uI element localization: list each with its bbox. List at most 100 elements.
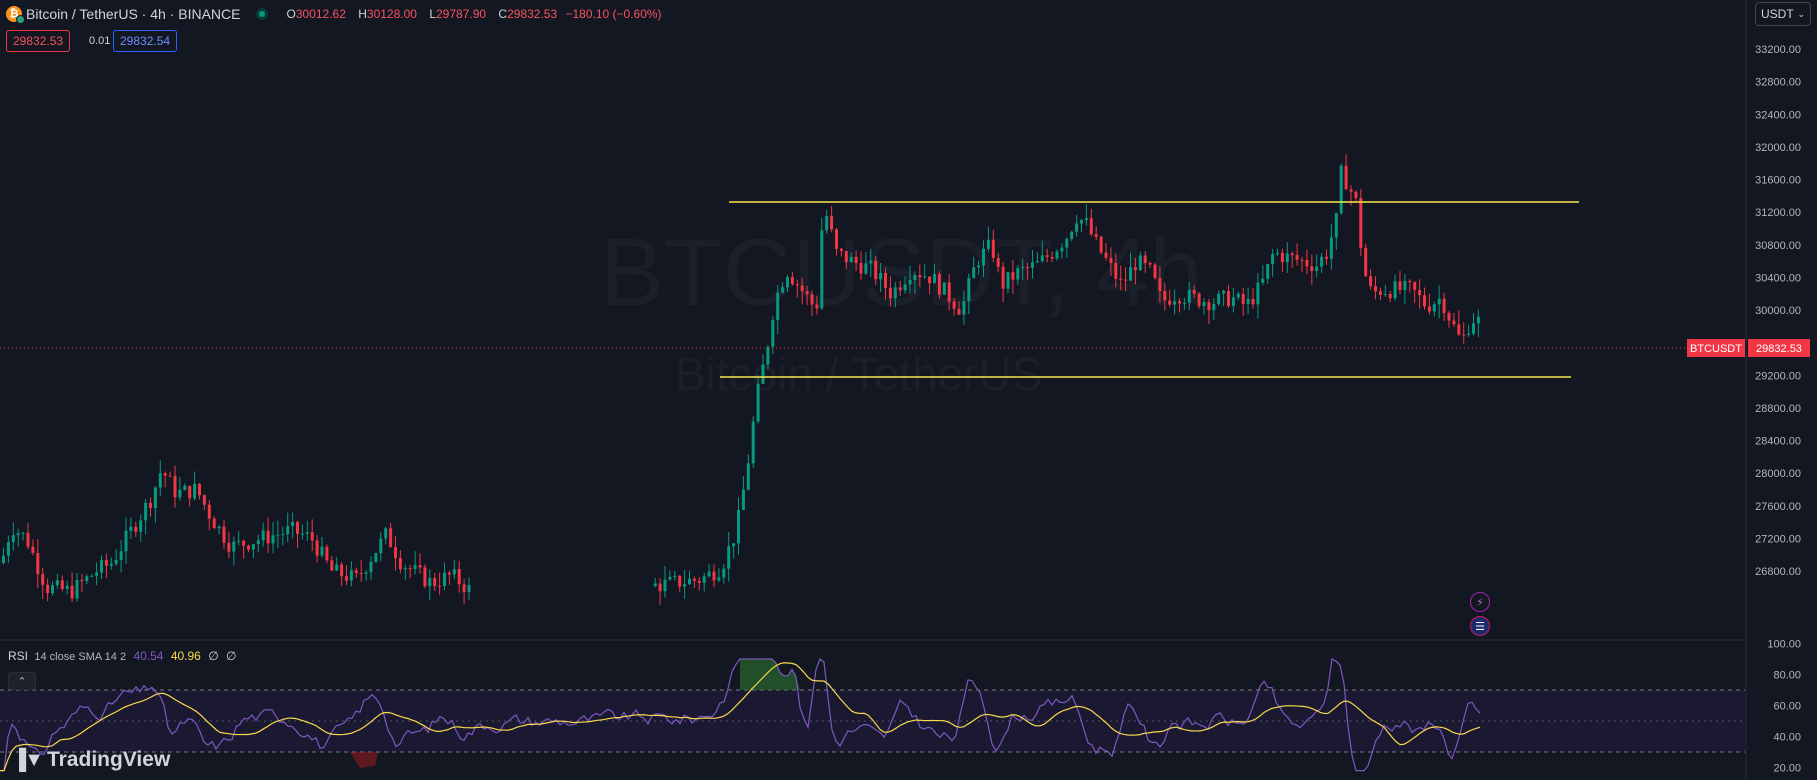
candle-body bbox=[737, 509, 740, 544]
rsi-overbought-fill bbox=[740, 659, 800, 690]
candle-body bbox=[1354, 191, 1358, 198]
price-tick: 28400.00 bbox=[1755, 436, 1801, 448]
candle-body bbox=[947, 282, 951, 302]
candle-body bbox=[340, 564, 344, 577]
candle-body bbox=[183, 485, 187, 490]
candle-body bbox=[212, 518, 216, 529]
price-tick: 27200.00 bbox=[1755, 533, 1801, 545]
price-tick: 32000.00 bbox=[1755, 142, 1801, 154]
candle-body bbox=[913, 275, 917, 280]
candle-body bbox=[227, 542, 231, 552]
candle-body bbox=[163, 473, 167, 476]
candle-body bbox=[1168, 300, 1172, 305]
candle-body bbox=[820, 230, 824, 309]
candle-body bbox=[1173, 301, 1177, 305]
price-axis[interactable]: 33200.00 32800.00 32400.00 32000.00 31600.00… bbox=[1755, 44, 1801, 578]
candle-body bbox=[923, 276, 927, 278]
symbol-title[interactable]: Bitcoin / TetherUS · 4h · BINANCE bbox=[26, 6, 241, 22]
candle-body bbox=[11, 535, 15, 543]
rsi-label: RSI bbox=[8, 649, 29, 663]
price-tick: 31600.00 bbox=[1755, 175, 1801, 187]
price-tick: 32400.00 bbox=[1755, 109, 1801, 121]
currency-label: USDT bbox=[1761, 7, 1794, 21]
candle-body bbox=[1045, 255, 1049, 257]
candle-body bbox=[1413, 282, 1417, 290]
price-tick: 30400.00 bbox=[1755, 272, 1801, 284]
candle-body bbox=[31, 546, 35, 553]
close-value: 29832.53 bbox=[507, 7, 558, 21]
candle-body bbox=[982, 248, 985, 266]
candle-body bbox=[1261, 278, 1265, 283]
rsi-axis[interactable]: 100.00 80.00 60.00 40.00 20.00 bbox=[1767, 639, 1801, 775]
lightning-event-icon[interactable]: ⚡ bbox=[1470, 592, 1490, 612]
candle-body bbox=[1305, 260, 1309, 267]
candle-body bbox=[849, 256, 853, 263]
candle-body bbox=[678, 575, 682, 587]
tether-icon bbox=[16, 15, 25, 24]
candle-body bbox=[1329, 237, 1333, 259]
candle-body bbox=[1364, 247, 1368, 277]
last-price-label: BTCUSDT 29832.53 bbox=[1687, 339, 1810, 357]
candle-body bbox=[1462, 334, 1466, 336]
tradingview-logo[interactable]: ▐▼ TradingView bbox=[12, 748, 170, 772]
candle-body bbox=[1383, 293, 1387, 295]
candle-body bbox=[1119, 278, 1123, 280]
currency-selector[interactable]: USDT ⌄ bbox=[1755, 2, 1811, 26]
candle-body bbox=[722, 568, 726, 578]
rsi-pane[interactable]: 100.00 80.00 60.00 40.00 20.00 bbox=[0, 639, 1801, 775]
watermark-name: Bitcoin / TetherUS bbox=[675, 348, 1042, 400]
candle-body bbox=[379, 538, 383, 554]
candle-body bbox=[452, 569, 456, 575]
candle-body bbox=[795, 284, 799, 286]
candle-body bbox=[428, 578, 432, 587]
rsi-oversold-fill bbox=[350, 752, 378, 768]
candle-body bbox=[443, 572, 446, 587]
rsi-legend[interactable]: RSI 14 close SMA 14 2 40.54 40.96 ∅ ∅ bbox=[8, 649, 236, 663]
candle-body bbox=[1457, 324, 1461, 335]
candle-body bbox=[315, 540, 319, 556]
candle-body bbox=[1055, 251, 1059, 259]
candle-body bbox=[202, 495, 206, 505]
candle-body bbox=[986, 239, 990, 249]
price-tick: 30000.00 bbox=[1755, 305, 1801, 317]
candle-body bbox=[1099, 236, 1103, 253]
rsi-tick: 80.00 bbox=[1773, 670, 1801, 682]
candle-body bbox=[325, 546, 329, 561]
candle-body bbox=[991, 239, 995, 258]
watermark-ticker: BTCUSDT, 4h bbox=[600, 219, 1203, 326]
candle-body bbox=[144, 502, 148, 521]
candle-body bbox=[727, 546, 731, 569]
candle-body bbox=[967, 278, 971, 302]
candle-body bbox=[271, 535, 275, 544]
candle-body bbox=[178, 489, 182, 498]
candle-body bbox=[104, 560, 108, 566]
candle-body bbox=[790, 276, 794, 285]
candle-body bbox=[908, 279, 912, 285]
candle-body bbox=[60, 580, 64, 590]
candle-body bbox=[1231, 297, 1235, 307]
high-label: H bbox=[358, 7, 367, 21]
candle-body bbox=[1315, 266, 1319, 272]
last-price-symbol: BTCUSDT bbox=[1690, 343, 1742, 355]
symbol-header[interactable]: ₿ Bitcoin / TetherUS · 4h · BINANCE O300… bbox=[6, 4, 671, 24]
buy-button[interactable]: 29832.54 bbox=[113, 30, 178, 52]
candle-body bbox=[1148, 263, 1152, 265]
candle-body bbox=[1202, 302, 1206, 307]
candle-body bbox=[805, 291, 809, 295]
candle-body bbox=[36, 552, 40, 575]
candle-body bbox=[242, 540, 246, 546]
candle-body bbox=[1197, 293, 1201, 307]
rsi-extra-2: ∅ bbox=[225, 649, 237, 663]
collapse-pane-button[interactable]: ⌃ bbox=[8, 672, 36, 690]
candle-body bbox=[139, 520, 143, 532]
sell-button[interactable]: 29832.53 bbox=[6, 30, 71, 52]
market-status-icon[interactable] bbox=[256, 8, 269, 20]
candle-body bbox=[134, 526, 138, 532]
candle-body bbox=[276, 534, 280, 536]
us-flag-event-icon[interactable]: ☰ bbox=[1470, 616, 1490, 636]
candle-body bbox=[1423, 295, 1426, 307]
candle-body bbox=[761, 364, 765, 384]
candle-body bbox=[1256, 282, 1260, 305]
candle-body bbox=[1217, 293, 1221, 304]
